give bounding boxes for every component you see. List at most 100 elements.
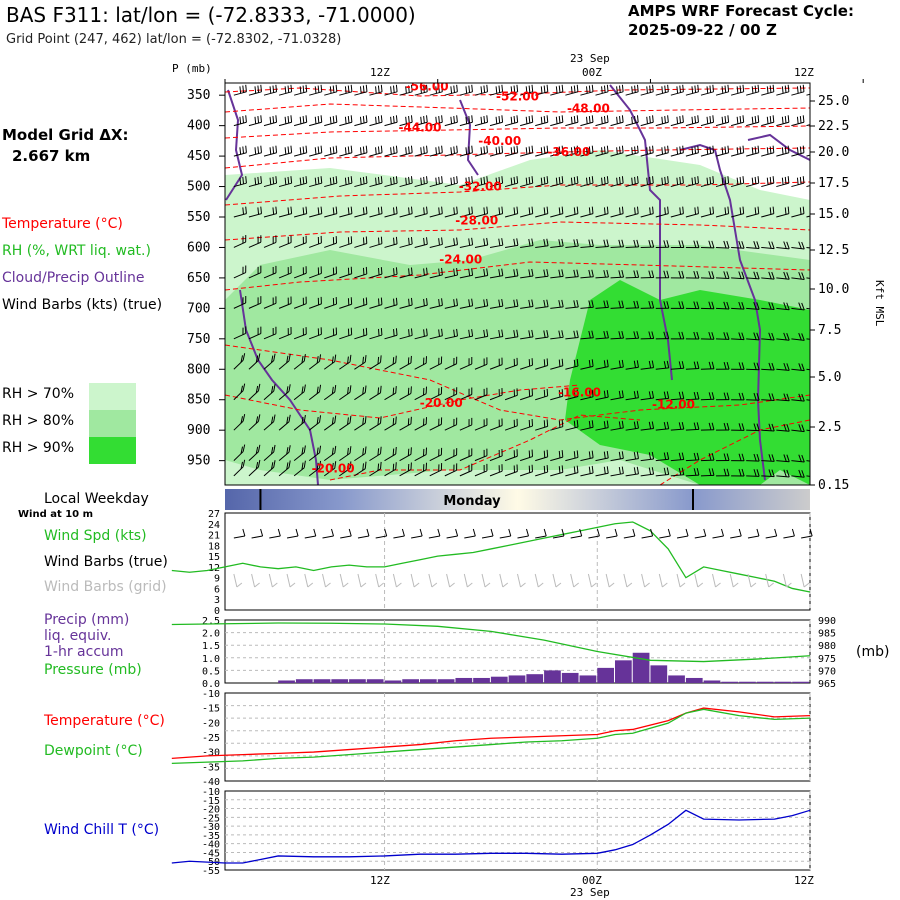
pressure-axis-title: P (mb): [172, 62, 212, 75]
wind-barb: [233, 414, 246, 431]
wind-barb: [716, 271, 730, 280]
windchill-tick-label: -35: [202, 831, 220, 842]
surface-wind-barb: [322, 528, 334, 539]
wind-barb: [655, 145, 669, 157]
wind-barb: [399, 206, 413, 218]
temperature-contour: [225, 147, 810, 169]
wind-barb: [489, 329, 504, 340]
wind-barb: [263, 84, 278, 96]
bottom-tick-00z: 00Z: [582, 874, 602, 887]
wind-barb: [384, 297, 398, 309]
pressure-tick-label: 400: [187, 119, 210, 134]
wind-barb: [504, 206, 519, 218]
wind-barb: [520, 299, 534, 309]
precip-bar: [278, 680, 295, 683]
wind-barb: [565, 84, 579, 96]
wind-barb: [685, 391, 700, 401]
wind-barb: [806, 215, 810, 218]
wind-barb: [233, 383, 246, 401]
surface-wind-barb: [712, 528, 724, 539]
wind-barb: [369, 385, 382, 401]
wind-barb: [339, 145, 353, 157]
weekday-subtitle: Wind at 10 m: [18, 509, 94, 520]
wind-barb: [369, 145, 383, 157]
wind-barb: [323, 461, 337, 477]
wind-barb: [369, 461, 382, 477]
temperature-contour-label: -32.00: [459, 180, 502, 194]
wind-barb: [761, 84, 775, 96]
grid-wind-barb: [605, 573, 615, 588]
bottom-tick-12z-b: 12Z: [794, 874, 814, 887]
wind-barb: [429, 115, 443, 127]
wind-barb: [625, 451, 639, 462]
wind-barb: [700, 361, 715, 370]
surface-wind-barb: [481, 528, 494, 539]
wind-barb: [625, 300, 640, 309]
height-tick-label: 25.0: [818, 94, 849, 109]
wind-barb: [806, 277, 810, 279]
surface-wind-barb: [535, 528, 547, 539]
wind-barb: [640, 331, 655, 340]
precip-label: Precip (mm): [44, 612, 130, 628]
precip-liq-label: liq. equiv.: [44, 628, 112, 644]
temperature-contour-label: -20.00: [312, 462, 355, 476]
wind-barb: [308, 415, 322, 431]
wind-barb: [293, 445, 306, 462]
wind-barb: [535, 238, 549, 248]
wind-barb: [384, 145, 398, 157]
wind-barb: [685, 176, 699, 188]
wind-barb: [263, 460, 276, 477]
wind-barb: [444, 448, 458, 462]
wind-barb: [384, 328, 398, 340]
wind-barb: [489, 238, 504, 248]
wind-barb: [233, 326, 247, 340]
wind-barb: [610, 239, 625, 248]
windchill-panel: [224, 790, 811, 871]
wind-barb: [535, 358, 549, 370]
pressure-tick-label: 350: [187, 88, 210, 103]
wind-barb: [595, 359, 609, 370]
wind-barb: [625, 84, 639, 96]
wind-barb: [354, 266, 368, 279]
wind-barb: [459, 206, 473, 218]
wind-barb: [459, 145, 473, 157]
wind-barb: [791, 176, 805, 188]
wind-barb: [369, 267, 383, 279]
wind-barb: [504, 388, 518, 401]
wind-barb: [278, 176, 293, 188]
surface-wind-barb: [517, 528, 529, 539]
wind-barb: [369, 297, 383, 309]
wind-barb: [263, 115, 278, 127]
wind-barb: [700, 468, 715, 477]
wind-barb: [339, 354, 352, 370]
wind-barb: [700, 115, 715, 127]
wind-barb: [399, 145, 413, 157]
wind-barb: [731, 423, 745, 431]
wind-barb: [746, 301, 760, 310]
wind-barb: [550, 465, 564, 477]
wind-barb: [610, 176, 624, 188]
wind-barb: [414, 206, 428, 218]
wind-barb: [670, 145, 684, 157]
wind-barb: [233, 176, 247, 188]
wind-barb: [806, 124, 810, 127]
wind-barb: [776, 393, 790, 402]
wind-barb: [324, 327, 338, 340]
wind-barb: [700, 84, 715, 96]
wind-barb: [339, 236, 353, 248]
grid-wind-barb: [322, 573, 331, 588]
wind-barb: [429, 386, 443, 401]
wind-barb: [731, 271, 745, 280]
wind-barb: [354, 176, 368, 188]
precip-panel: [224, 619, 811, 684]
precip-bar: [703, 680, 721, 683]
wind-barb: [655, 301, 670, 309]
grid-wind-barb: [747, 573, 757, 588]
wind-barb: [233, 295, 247, 309]
wind-barb: [550, 206, 564, 218]
height-tick-label: 12.5: [818, 243, 849, 258]
wind-barb: [610, 206, 624, 218]
precip-bar: [490, 676, 508, 683]
wind-barb: [339, 115, 353, 127]
